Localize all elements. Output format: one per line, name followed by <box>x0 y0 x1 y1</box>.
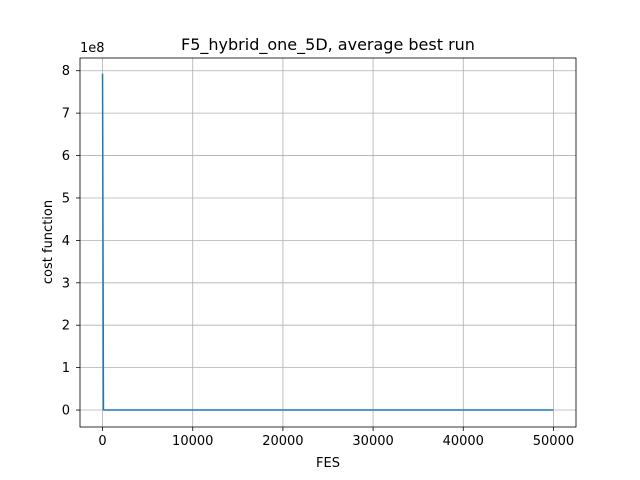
y-tick-label: 5 <box>62 191 70 206</box>
x-tick-label: 10000 <box>172 434 213 449</box>
chart-title: F5_hybrid_one_5D, average best run <box>181 35 475 55</box>
y-tick-label: 2 <box>62 319 70 334</box>
x-axis-label: FES <box>316 456 340 471</box>
y-tick-label: 8 <box>62 64 70 79</box>
y-tick-label: 4 <box>62 234 70 249</box>
series-line <box>101 73 554 411</box>
y-tick-label: 0 <box>62 404 70 419</box>
x-axis: 0 10000 20000 30000 40000 50000 <box>98 427 574 449</box>
x-tick-label: 40000 <box>443 434 484 449</box>
y-tick-label: 1 <box>62 361 70 376</box>
y-tick-label: 7 <box>62 107 70 122</box>
plot-frame <box>79 57 577 428</box>
x-tick-label: 0 <box>98 434 106 449</box>
x-tick-label: 50000 <box>533 434 574 449</box>
series-layer <box>101 73 554 411</box>
x-tick-label: 20000 <box>262 434 303 449</box>
y-axis-label: cost function <box>41 200 56 284</box>
y-axis: 0 1 2 3 4 5 6 7 8 <box>62 64 80 419</box>
y-tick-label: 3 <box>62 276 70 291</box>
grid <box>80 58 576 427</box>
y-tick-label: 6 <box>62 149 70 164</box>
y-offset-label: 1e8 <box>80 41 105 56</box>
x-tick-label: 30000 <box>352 434 393 449</box>
